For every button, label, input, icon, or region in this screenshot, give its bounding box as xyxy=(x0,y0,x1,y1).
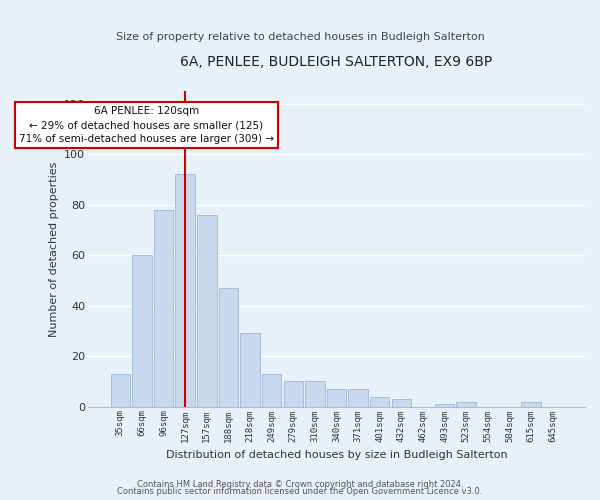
Text: 6A PENLEE: 120sqm
← 29% of detached houses are smaller (125)
71% of semi-detache: 6A PENLEE: 120sqm ← 29% of detached hous… xyxy=(19,106,274,144)
Bar xyxy=(110,374,130,406)
Bar xyxy=(262,374,281,406)
Bar xyxy=(175,174,195,406)
Bar xyxy=(521,402,541,406)
Text: Contains HM Land Registry data © Crown copyright and database right 2024.: Contains HM Land Registry data © Crown c… xyxy=(137,480,463,489)
Y-axis label: Number of detached properties: Number of detached properties xyxy=(49,161,59,336)
Bar xyxy=(392,399,411,406)
Title: 6A, PENLEE, BUDLEIGH SALTERTON, EX9 6BP: 6A, PENLEE, BUDLEIGH SALTERTON, EX9 6BP xyxy=(181,55,493,69)
Bar xyxy=(327,389,346,406)
Bar xyxy=(197,214,217,406)
Bar xyxy=(349,389,368,406)
Bar xyxy=(154,210,173,406)
Text: Contains public sector information licensed under the Open Government Licence v3: Contains public sector information licen… xyxy=(118,487,482,496)
Bar xyxy=(305,382,325,406)
Bar xyxy=(457,402,476,406)
Bar xyxy=(240,334,260,406)
Bar xyxy=(284,382,303,406)
Text: Size of property relative to detached houses in Budleigh Salterton: Size of property relative to detached ho… xyxy=(116,32,484,42)
Bar xyxy=(370,396,389,406)
Bar xyxy=(132,255,152,406)
X-axis label: Distribution of detached houses by size in Budleigh Salterton: Distribution of detached houses by size … xyxy=(166,450,508,460)
Bar xyxy=(218,288,238,406)
Bar xyxy=(435,404,454,406)
